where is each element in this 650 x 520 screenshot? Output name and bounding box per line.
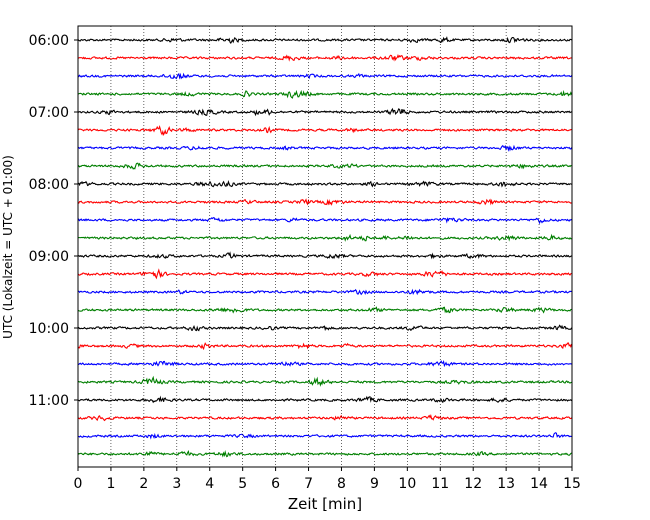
trace-9 xyxy=(77,180,572,188)
x-tick-label: 9 xyxy=(370,476,379,492)
x-tick-label: 11 xyxy=(431,476,449,492)
trace-8 xyxy=(77,162,572,170)
trace-4 xyxy=(77,89,573,99)
x-tick-label: 14 xyxy=(530,476,548,492)
x-tick-label: 0 xyxy=(74,476,83,492)
plot-frame xyxy=(77,25,573,468)
trace-18 xyxy=(77,342,573,351)
trace-5 xyxy=(77,107,572,117)
y-tick-label: 10:00 xyxy=(29,321,69,337)
trace-1 xyxy=(77,36,572,45)
x-tick-label: 15 xyxy=(563,476,581,492)
trace-11 xyxy=(77,217,573,225)
x-axis-label: Zeit [min] xyxy=(288,495,362,513)
x-tick-label: 6 xyxy=(271,476,280,492)
trace-group xyxy=(77,36,573,458)
x-tick-label: 7 xyxy=(304,476,313,492)
y-axis-ticks: 06:00 07:00 08:00 09:00 10:00 11:00 xyxy=(29,33,78,409)
x-tick-label: 3 xyxy=(172,476,181,492)
y-tick-label: 07:00 xyxy=(29,105,69,121)
x-tick-label: 2 xyxy=(139,476,148,492)
trace-15 xyxy=(77,288,572,296)
trace-13 xyxy=(77,251,572,260)
y-tick-label: 11:00 xyxy=(29,393,69,409)
y-tick-label: 08:00 xyxy=(29,177,69,193)
x-tick-label: 5 xyxy=(238,476,247,492)
trace-2 xyxy=(77,53,572,62)
y-axis-label: UTC (Lokalzeit = UTC + 01:00) xyxy=(1,155,15,339)
x-tick-label: 4 xyxy=(205,476,214,492)
trace-17 xyxy=(77,324,573,332)
x-axis-ticks: 0 1 2 3 4 5 6 7 8 9 10 11 12 13 14 15 xyxy=(74,467,581,492)
trace-21 xyxy=(77,395,573,404)
trace-3 xyxy=(77,72,573,80)
x-tick-label: 8 xyxy=(337,476,346,492)
x-tick-label: 1 xyxy=(106,476,115,492)
trace-6 xyxy=(77,124,572,137)
x-tick-label: 13 xyxy=(497,476,515,492)
trace-7 xyxy=(77,144,573,152)
trace-14 xyxy=(77,268,572,280)
x-tick-label: 10 xyxy=(398,476,416,492)
trace-19 xyxy=(77,360,572,368)
trace-10 xyxy=(77,198,572,206)
trace-23 xyxy=(77,432,572,440)
x-tick-label: 12 xyxy=(464,476,482,492)
y-tick-label: 09:00 xyxy=(29,249,69,265)
y-tick-label: 06:00 xyxy=(29,33,69,49)
trace-24 xyxy=(77,449,572,458)
trace-16 xyxy=(77,306,572,314)
trace-12 xyxy=(77,233,572,242)
trace-22 xyxy=(77,413,572,422)
trace-20 xyxy=(77,375,572,387)
